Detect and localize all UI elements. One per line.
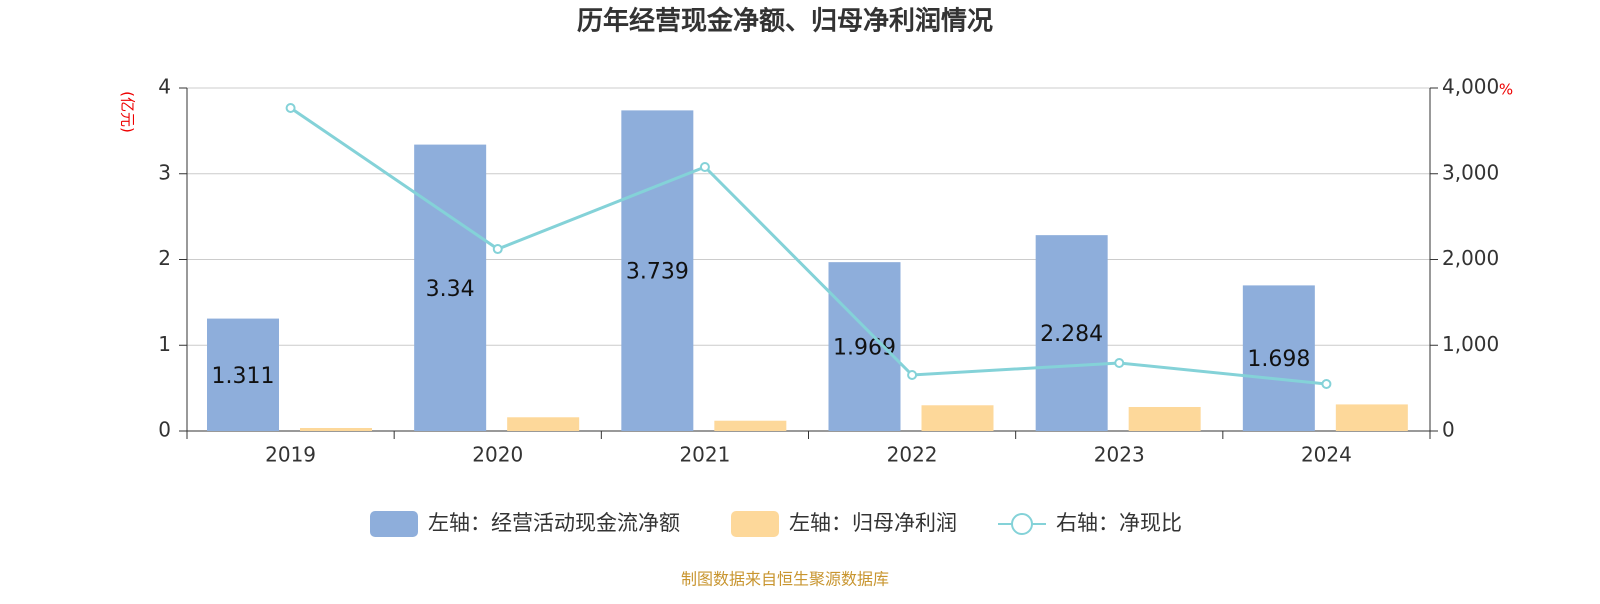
bar <box>1128 406 1201 431</box>
legend-label: 左轴：经营活动现金流净额 <box>428 511 680 535</box>
legend-label: 右轴：净现比 <box>1056 511 1182 535</box>
line-point <box>492 244 503 255</box>
bar <box>828 262 901 431</box>
bar-value-label: 3.34 <box>426 277 475 302</box>
bar <box>1035 235 1108 431</box>
legend-swatch <box>370 511 418 537</box>
x-tick-label: 2024 <box>1301 443 1352 467</box>
bar-value-label: 2.284 <box>1040 322 1103 347</box>
bar <box>414 144 487 431</box>
x-tick-label: 2022 <box>887 443 938 467</box>
line-point <box>907 370 918 381</box>
x-tick-label: 2019 <box>265 443 316 467</box>
y-tick-label: 2 <box>158 246 171 270</box>
line-point <box>1114 358 1125 369</box>
y2-tick-label: 1,000 <box>1442 332 1499 356</box>
bar <box>207 318 279 431</box>
chart-title: 历年经营现金净额、归母净利润情况 <box>577 6 993 37</box>
y2-tick-label: 3,000 <box>1442 160 1499 184</box>
y2-tick-label: 0 <box>1442 418 1455 442</box>
line-point <box>285 102 296 113</box>
source-note: 制图数据来自恒生聚源数据库 <box>681 570 889 589</box>
y-tick-label: 0 <box>158 418 171 442</box>
bar <box>300 427 372 431</box>
y-unit: (亿元) <box>119 91 137 133</box>
bar <box>1242 285 1315 431</box>
legend-swatch <box>731 511 779 537</box>
bar <box>714 420 787 431</box>
bar-value-label: 3.739 <box>626 260 689 285</box>
line-point <box>1321 379 1332 390</box>
bar <box>1335 404 1408 431</box>
x-tick-label: 2020 <box>472 443 523 467</box>
bar-value-label: 1.311 <box>212 364 275 389</box>
y2-tick-label: 2,000 <box>1442 246 1499 270</box>
x-tick-label: 2021 <box>679 443 730 467</box>
bar <box>507 417 580 431</box>
bar <box>621 110 694 432</box>
bar <box>921 405 994 431</box>
y-tick-label: 1 <box>158 332 171 356</box>
legend-label: 左轴：归母净利润 <box>789 511 957 535</box>
y-tick-label: 3 <box>158 160 171 184</box>
y-tick-label: 4 <box>158 75 171 99</box>
y2-tick-label: 4,000 <box>1442 75 1499 99</box>
x-tick-label: 2023 <box>1094 443 1145 467</box>
line-point <box>699 161 710 172</box>
line <box>289 106 1327 386</box>
bar-value-label: 1.698 <box>1247 347 1310 372</box>
legend-swatch <box>1011 513 1033 535</box>
y2-unit: % <box>1499 81 1513 99</box>
